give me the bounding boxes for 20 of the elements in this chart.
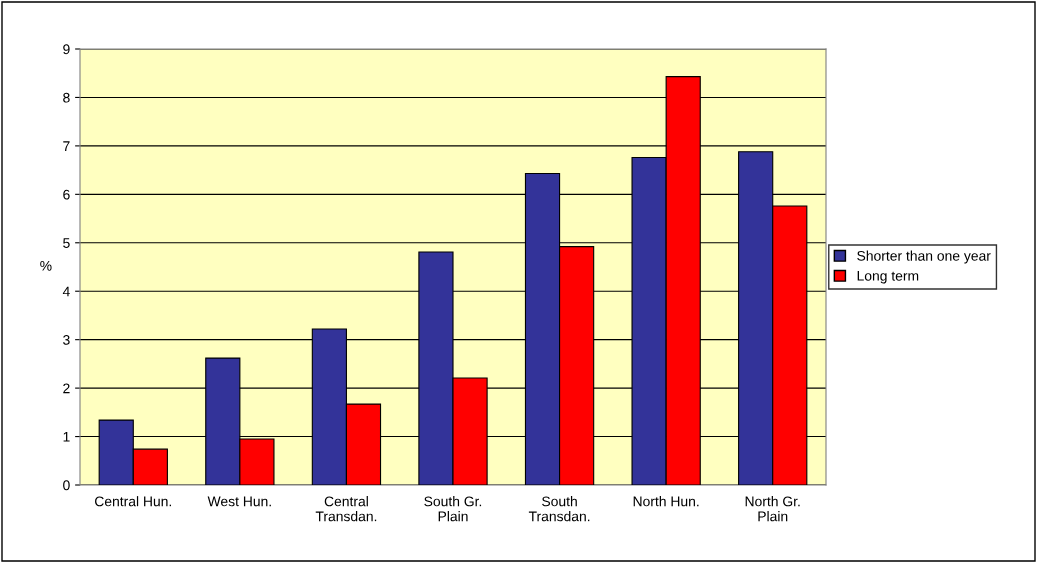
x-tick-label: Central Hun.	[95, 496, 171, 507]
y-tick-label: 0	[63, 480, 70, 491]
legend-label: Long term	[857, 271, 919, 284]
y-tick-label: 7	[63, 141, 70, 151]
y-tick-label: 4	[62, 286, 70, 297]
x-tick-label: Central Transdan.	[315, 496, 377, 522]
x-tick-label: South Transdan.	[528, 496, 590, 522]
y-tick-label: 9	[63, 44, 70, 55]
x-tick-label: West Hun.	[207, 496, 271, 507]
x-tick-label: South Gr. Plain	[424, 496, 482, 522]
y-tick-label: 5	[63, 238, 70, 248]
y-tick-label: 2	[63, 383, 70, 394]
y-axis-title: %	[40, 260, 52, 271]
x-tick-label: North Hun.	[633, 496, 699, 507]
y-tick-label: 1	[63, 432, 70, 442]
y-tick-label: 6	[63, 189, 70, 200]
x-tick-label: North Gr. Plain	[745, 496, 800, 522]
legend-label: Shorter than one year	[857, 250, 991, 264]
y-tick-label: 3	[63, 335, 70, 345]
y-tick-label: 8	[63, 92, 70, 103]
